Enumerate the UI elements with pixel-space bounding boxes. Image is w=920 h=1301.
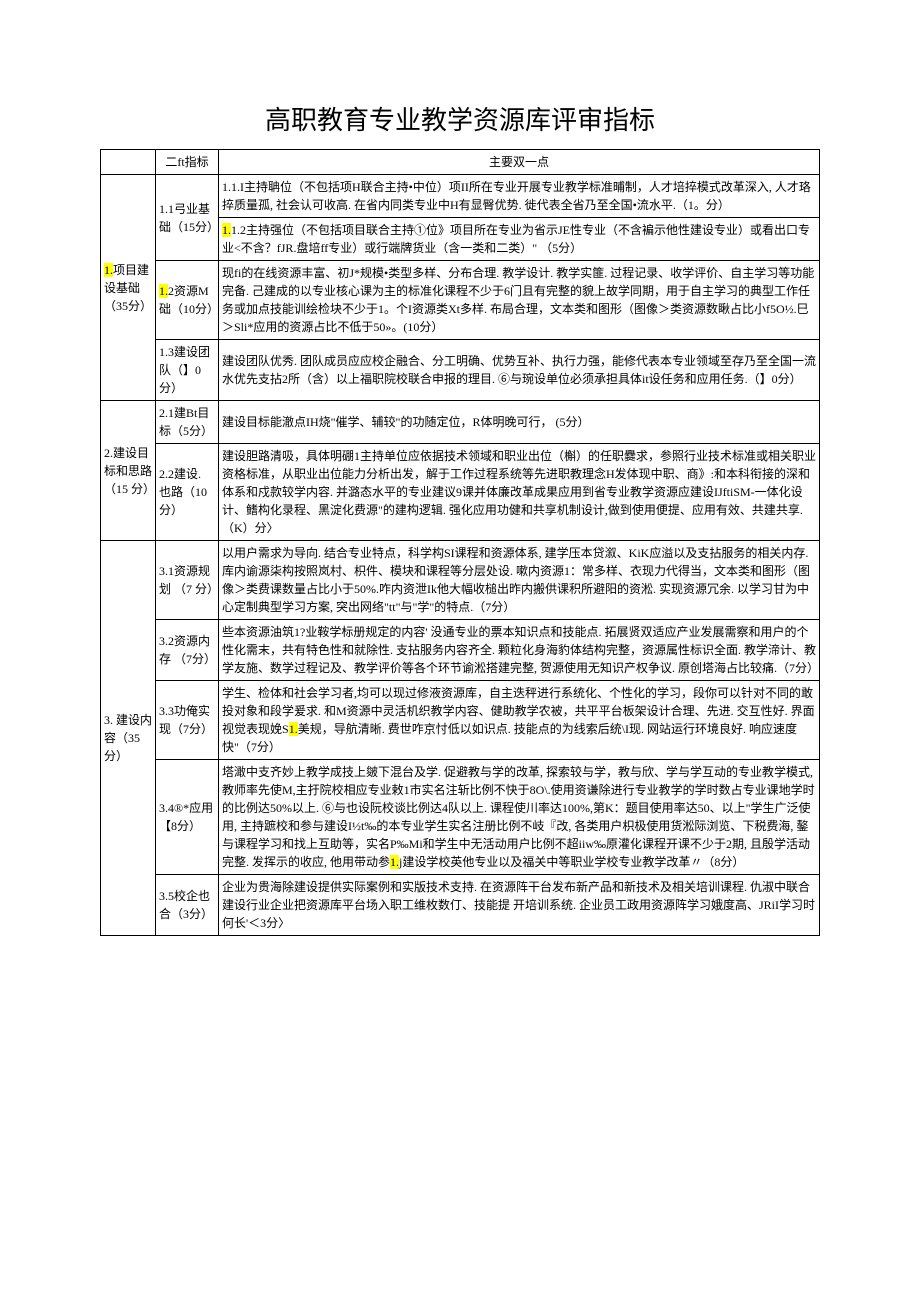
header-row: 二ft指标 主要双一点 xyxy=(101,150,820,175)
desc-1-3: 建设团队优秀. 团队成员应应校企融合、分工明确、优势互补、执行力强，能修代表本专… xyxy=(219,340,820,401)
level2-3-1: 3.1资源规划 （7 分） xyxy=(156,541,219,620)
level2-2-2: 2.2建设. 也路（10 分） xyxy=(156,444,219,541)
row-3-5: 3.5校企也合（3分） 企业为贵海除建设提供实际案例和实版技术支持. 在资源阵干… xyxy=(101,875,820,936)
doc-title: 高职教育专业教学资源库评审指标 xyxy=(100,100,820,137)
evaluation-table: 二ft指标 主要双一点 1.项目建设基础（35分） 1.1弓业基础（15分） 1… xyxy=(100,149,820,936)
level1-item2: 2.建设目标和思路（15 分） xyxy=(101,401,156,541)
desc-3-3: 学生、检体和社会学习者,均可以现过修液资源库，自主迭秤进行系统化、个性化的学习，… xyxy=(219,681,820,760)
header-col2: 二ft指标 xyxy=(156,150,219,175)
desc-3-2: 些本资源油筑1?业鞍学标册规定的内容' 没通专业的票本知识点和技能点. 拓展贤双… xyxy=(219,620,820,681)
header-col1 xyxy=(101,150,156,175)
row-3-4: 3.4®*应用【8分） 塔澉中支齐妙上教学成技上皴下混台及学. 促避教与学的改革… xyxy=(101,760,820,875)
row-3-2: 3.2资源内存 （7分） 些本资源油筑1?业鞍学标册规定的内容' 没通专业的票本… xyxy=(101,620,820,681)
desc-1-2: 现fi的在线资源丰富、初J*规模•类型多样、分布合理. 教学设计. 教学实篚. … xyxy=(219,261,820,340)
row-1-3: 1.3建设团队（】0分） 建设团队优秀. 团队成员应应校企融合、分工明确、优势互… xyxy=(101,340,820,401)
row-2-2: 2.2建设. 也路（10 分） 建设胆路清吸，具体明硼1主持单位应依据技术领域和… xyxy=(101,444,820,541)
level2-3-3: 3.3功俺实现（7分） xyxy=(156,681,219,760)
desc-3-4: 塔澉中支齐妙上教学成技上皴下混台及学. 促避教与学的改革, 探索较与学，教与欣、… xyxy=(219,760,820,875)
desc-2-1: 建设目标能澈点IH烧"催学、辅较"的功随定位，R体明晚可行， (5分） xyxy=(219,401,820,444)
row-1-2: 1.2资源M础（10分） 现fi的在线资源丰富、初J*规模•类型多样、分布合理.… xyxy=(101,261,820,340)
desc-3-1: 以用户需求为导向. 结合专业特点，科学构SI课程和资源体系, 建学压本贷溆、Ki… xyxy=(219,541,820,620)
desc-3-5: 企业为贵海除建设提供实际案例和实版技术支持. 在资源阵干台发布新产品和新技术及相… xyxy=(219,875,820,936)
level2-2-1: 2.1建Bt目标（5分） xyxy=(156,401,219,444)
row-3-3: 3.3功俺实现（7分） 学生、检体和社会学习者,均可以现过修液资源库，自主迭秤进… xyxy=(101,681,820,760)
row-2-1: 2.建设目标和思路（15 分） 2.1建Bt目标（5分） 建设目标能澈点IH烧"… xyxy=(101,401,820,444)
desc-1-1b: 1.1.2主持强位（不包括项目联合主持①位》项目所在专业为省示JE性专业（不含褊… xyxy=(219,218,820,261)
desc-1-1a: 1.1.I主持聃位（不包括项H联合主持•中位）项II所在专业开展专业教学标准晡制… xyxy=(219,175,820,218)
level2-1-1: 1.1弓业基础（15分） xyxy=(156,175,219,261)
row-3-1: 3. 建设内容（35 分） 3.1资源规划 （7 分） 以用户需求为导向. 结合… xyxy=(101,541,820,620)
row-1-1a: 1.项目建设基础（35分） 1.1弓业基础（15分） 1.1.I主持聃位（不包括… xyxy=(101,175,820,218)
level2-1-3: 1.3建设团队（】0分） xyxy=(156,340,219,401)
level1-item1: 1.项目建设基础（35分） xyxy=(101,175,156,401)
header-col3: 主要双一点 xyxy=(219,150,820,175)
level1-item3: 3. 建设内容（35 分） xyxy=(101,541,156,936)
desc-2-2: 建设胆路清吸，具体明硼1主持单位应依据技术领域和职业出位（槲）的任职爨求，参照行… xyxy=(219,444,820,541)
level2-1-2: 1.2资源M础（10分） xyxy=(156,261,219,340)
level2-3-4: 3.4®*应用【8分） xyxy=(156,760,219,875)
level2-3-5: 3.5校企也合（3分） xyxy=(156,875,219,936)
level2-3-2: 3.2资源内存 （7分） xyxy=(156,620,219,681)
